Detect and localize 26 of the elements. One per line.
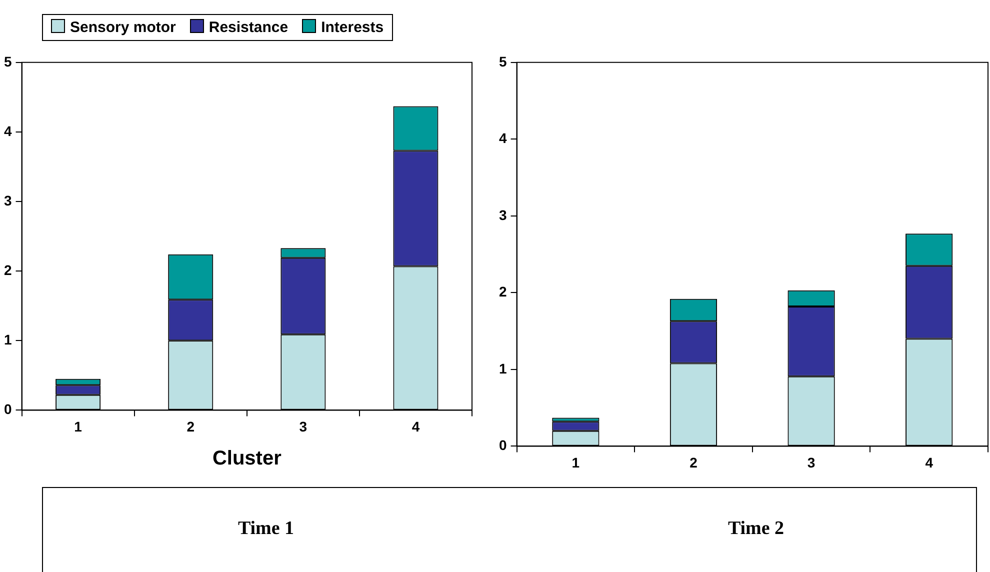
legend-label: Resistance <box>208 19 288 36</box>
text: Time 1 <box>238 518 294 540</box>
x-tick-label: 2 <box>690 454 698 470</box>
y-tick-label: 1 <box>498 360 507 376</box>
x-tick-label: 2 <box>186 418 195 434</box>
y-tick-label: 0 <box>4 401 12 418</box>
x-axis-title: Cluster <box>212 448 282 470</box>
x-tick-label: 3 <box>807 454 816 470</box>
x-tick-label: 3 <box>299 418 308 434</box>
y-tick-label: 4 <box>4 122 12 139</box>
legend-label: Interests <box>320 19 384 36</box>
y-tick-label: 5 <box>4 53 12 70</box>
y-tick-label: 5 <box>498 53 507 70</box>
y-tick-label: 2 <box>4 262 12 278</box>
y-tick-label: 3 <box>498 206 507 223</box>
y-tick-label: 3 <box>4 192 12 208</box>
x-tick-label: 4 <box>412 418 420 434</box>
y-tick-label: 2 <box>498 284 507 300</box>
y-tick-label: 0 <box>498 437 507 454</box>
y-tick-label: 1 <box>4 332 12 348</box>
x-tick-label: 1 <box>74 418 82 434</box>
text: Time 2 <box>728 518 784 540</box>
legend-label: Sensory motor <box>69 19 176 36</box>
x-tick-label: 4 <box>925 454 934 470</box>
x-tick-label: 1 <box>572 454 580 470</box>
y-tick-label: 4 <box>498 130 507 146</box>
